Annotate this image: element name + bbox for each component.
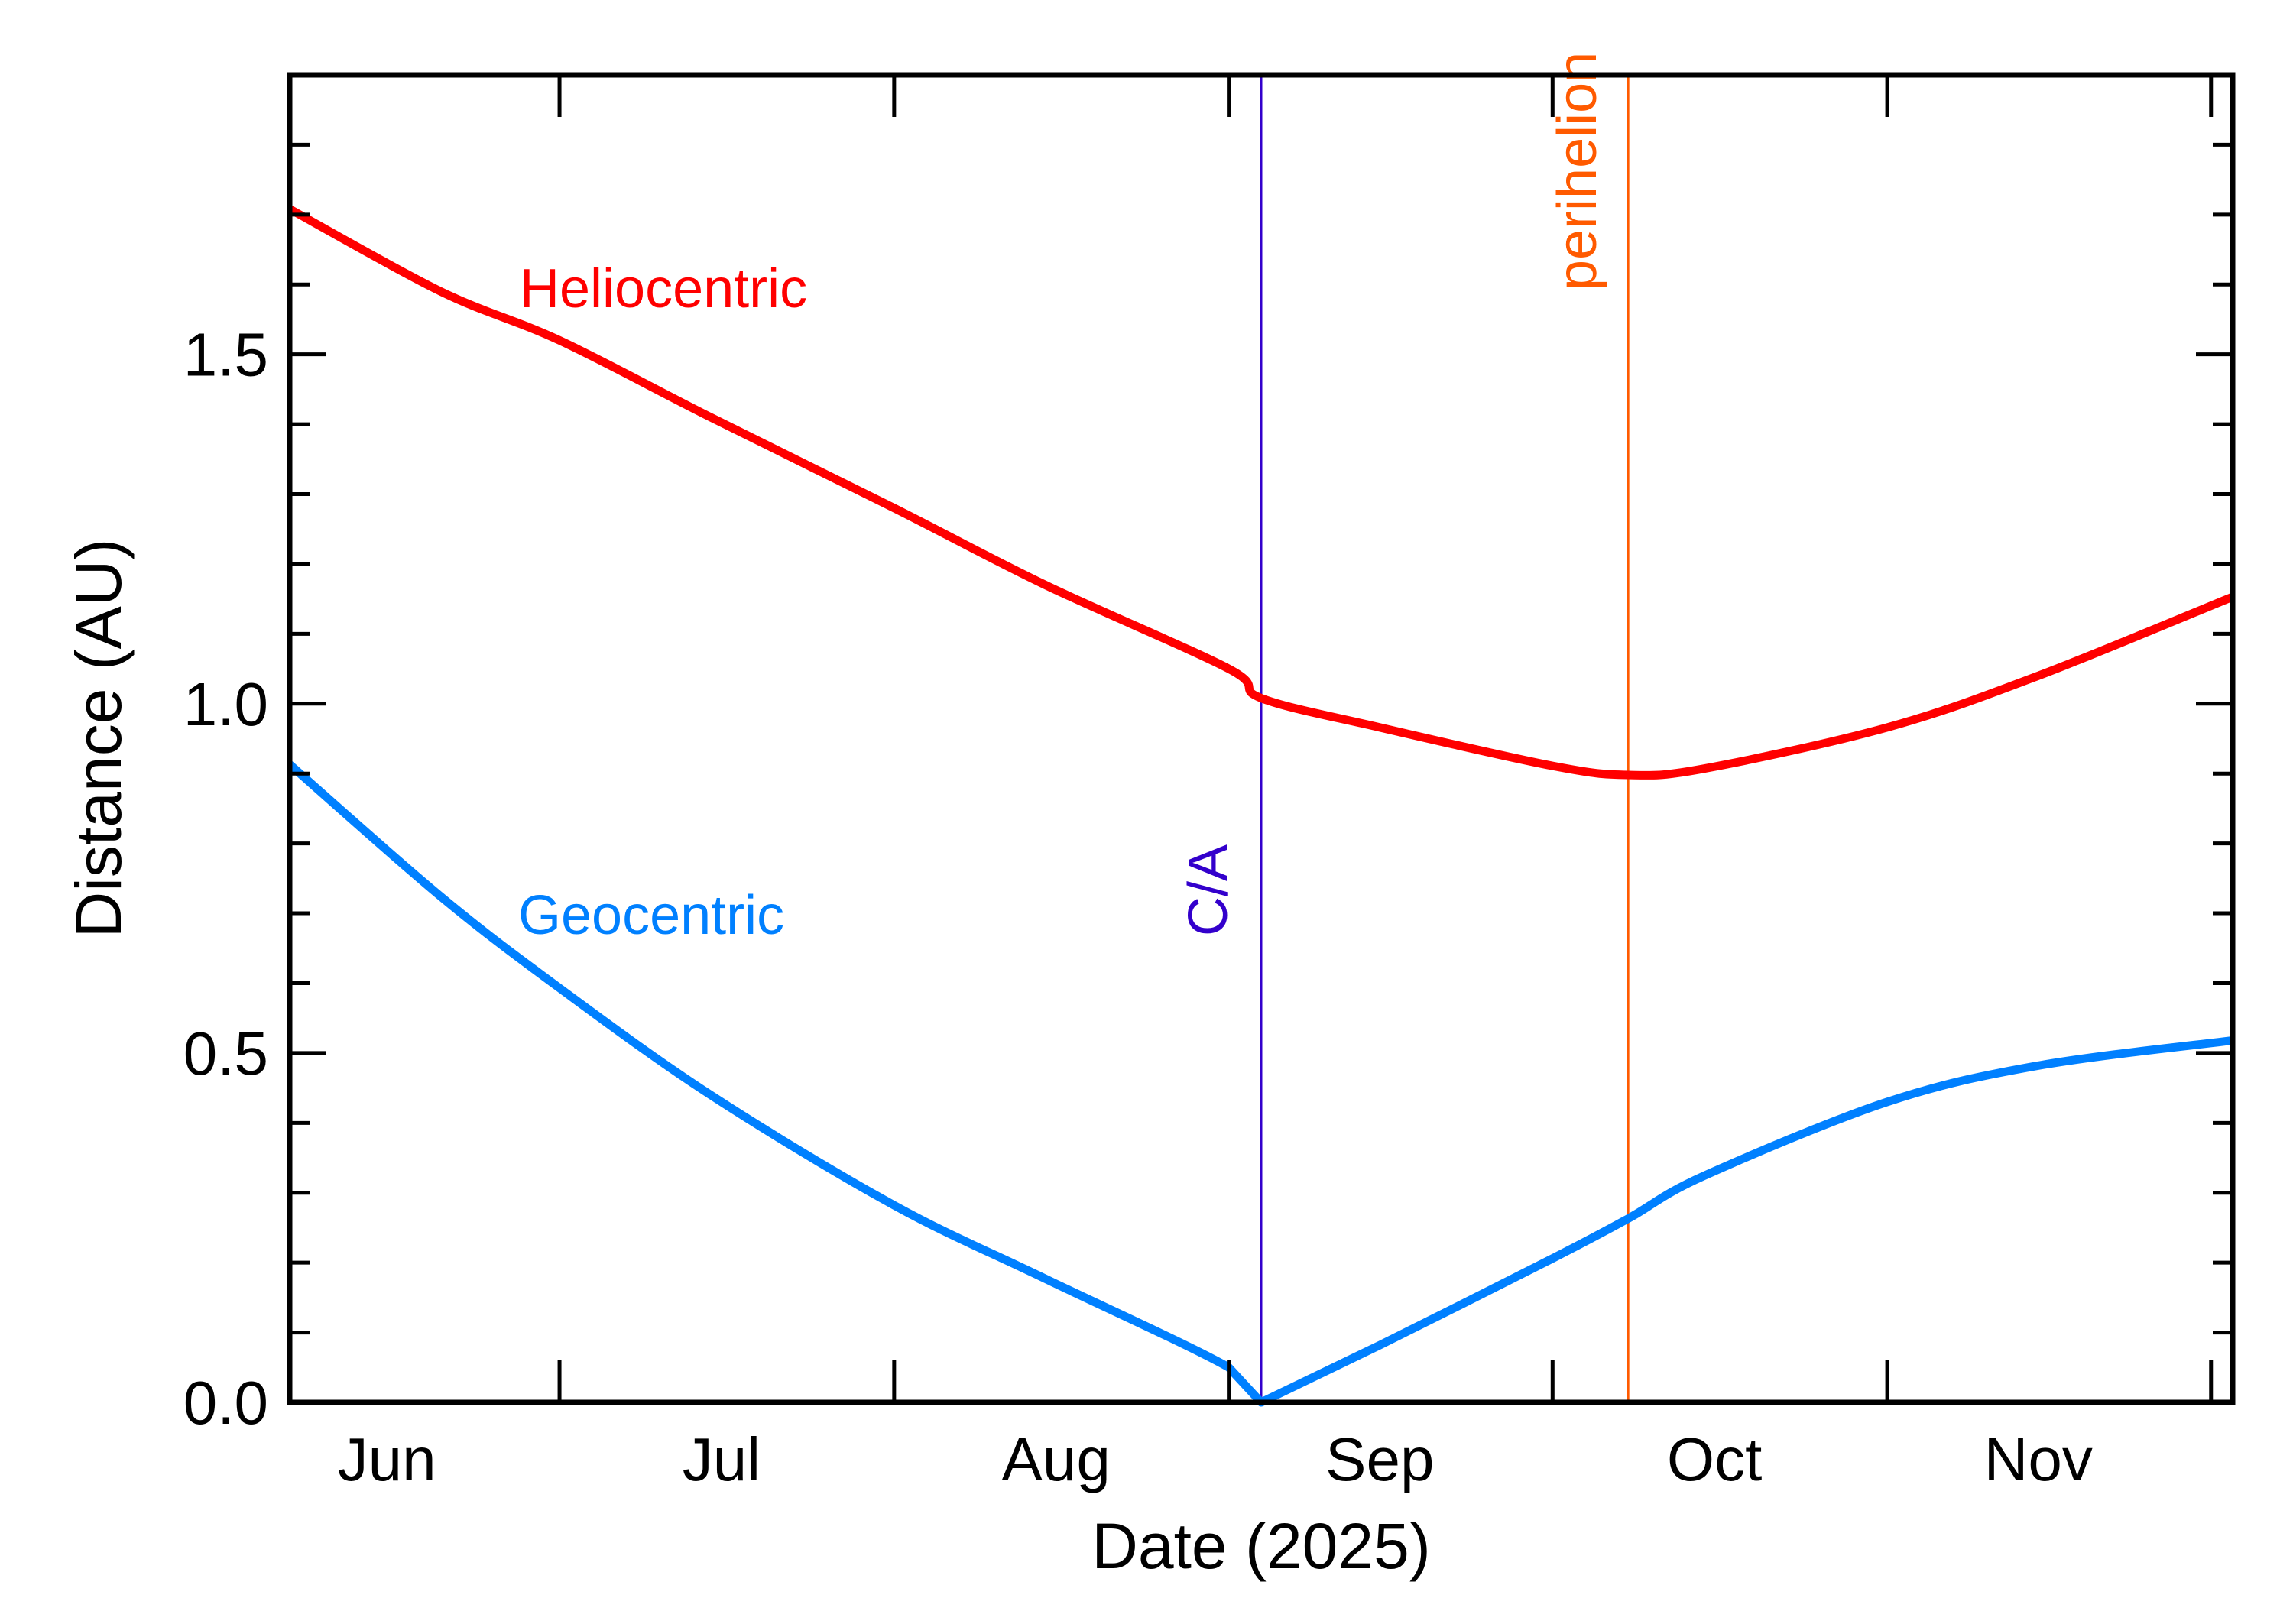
y-axis-label: Distance (AU)	[63, 539, 135, 938]
series-label-geocentric: Geocentric	[518, 885, 784, 946]
x-tick-label-oct: Oct	[1667, 1425, 1762, 1493]
x-tick-label-nov: Nov	[1984, 1425, 2093, 1493]
series-label-heliocentric: Heliocentric	[520, 258, 807, 319]
x-tick-label-jul: Jul	[683, 1425, 761, 1493]
x-tick-label-aug: Aug	[1002, 1425, 1111, 1493]
x-axis-label: Date (2025)	[1091, 1510, 1431, 1582]
plot-frame	[287, 72, 2236, 1405]
x-tick-label-jun: Jun	[338, 1425, 436, 1493]
x-tick-label-sep: Sep	[1325, 1425, 1434, 1493]
annotation-label-ca: C/A	[1178, 844, 1239, 936]
y-tick-label: 0.5	[183, 1019, 268, 1088]
y-tick-label: 1.0	[183, 670, 268, 738]
series-line-geocentric	[287, 761, 2233, 1407]
y-tick-label: 0.0	[183, 1369, 268, 1437]
y-tick-label: 1.5	[183, 321, 268, 389]
annotation-label-perihelion: perihelion	[1547, 52, 1608, 290]
series-line-heliocentric	[287, 205, 2235, 780]
